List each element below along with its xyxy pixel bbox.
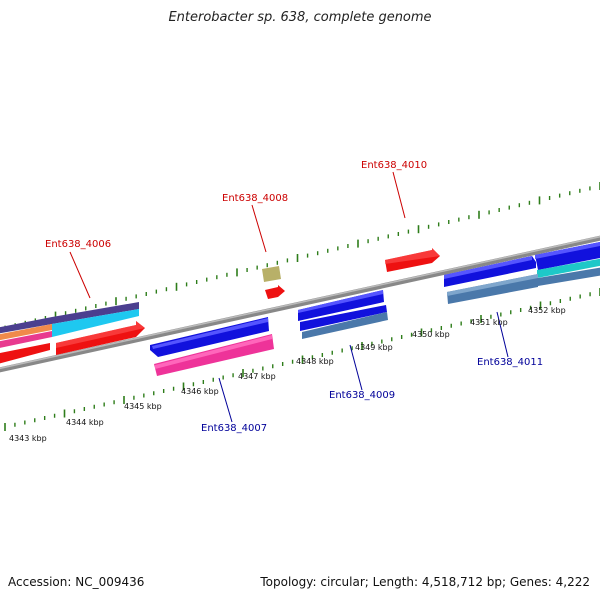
gene-label-ent638-4010[interactable]: Ent638_4010: [361, 160, 427, 171]
leader-line-4011: [496, 311, 509, 358]
kbp-label: 4344 kbp: [66, 418, 104, 427]
leader-line-4006: [69, 251, 91, 299]
kbp-label: 4348 kbp: [296, 357, 334, 366]
gene-red-small[interactable]: [265, 285, 285, 299]
gene-block-cyan[interactable]: [52, 309, 139, 337]
genome-backbone: [0, 235, 600, 373]
gene-steel-1[interactable]: [302, 312, 388, 339]
gene-block-purple[interactable]: [0, 302, 139, 335]
gene-ent638-4009[interactable]: [300, 305, 387, 331]
gene-label-ent638-4007[interactable]: Ent638_4007: [201, 423, 267, 434]
leader-line-4007: [218, 377, 233, 423]
leader-line-4010: [392, 171, 406, 219]
gene-block-orange[interactable]: [0, 324, 52, 342]
gene-label-ent638-4011[interactable]: Ent638_4011: [477, 357, 543, 368]
tick-row-bottom: [4, 288, 600, 431]
gene-steel-right[interactable]: [538, 266, 600, 286]
kbp-label: 4345 kbp: [124, 402, 162, 411]
gene-ent638-4006[interactable]: [0, 343, 50, 366]
gene-label-ent638-4008[interactable]: Ent638_4008: [222, 193, 288, 204]
kbp-label: 4349 kbp: [355, 343, 393, 352]
kbp-label: 4351 kbp: [470, 318, 508, 327]
accession-text: Accession: NC_009436: [8, 575, 145, 589]
gene-label-ent638-4009[interactable]: Ent638_4009: [329, 390, 395, 401]
kbp-label: 4343 kbp: [9, 434, 47, 443]
gene-cyan-right[interactable]: [537, 257, 600, 278]
gene-block-pink-left[interactable]: [0, 331, 52, 350]
kbp-label: 4346 kbp: [181, 387, 219, 396]
leader-line-4009: [349, 344, 363, 391]
kbp-label: 4350 kbp: [412, 330, 450, 339]
gene-label-ent638-4006[interactable]: Ent638_4006: [45, 239, 111, 250]
genome-summary-text: Topology: circular; Length: 4,518,712 bp…: [260, 575, 590, 589]
gene-ent638-4008[interactable]: [262, 266, 281, 282]
map-title: Enterobacter sp. 638, complete genome: [168, 10, 432, 25]
kbp-label: 4352 kbp: [528, 306, 566, 315]
kbp-label: 4347 kbp: [238, 372, 276, 381]
leader-line-4008: [251, 204, 267, 253]
